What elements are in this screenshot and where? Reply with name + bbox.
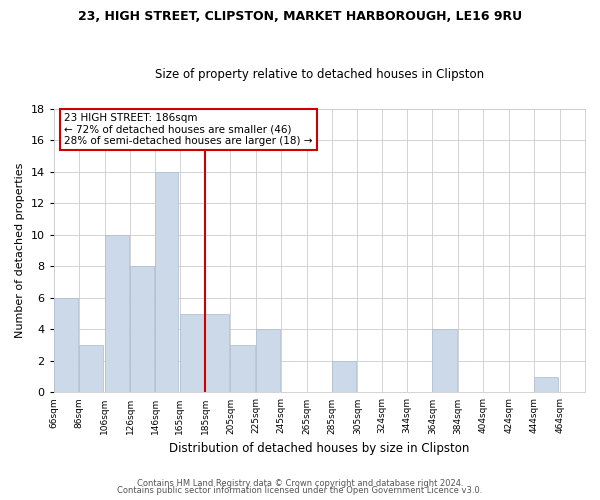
X-axis label: Distribution of detached houses by size in Clipston: Distribution of detached houses by size … — [169, 442, 470, 455]
Bar — [104, 234, 128, 392]
Bar — [332, 361, 356, 392]
Bar — [155, 172, 178, 392]
Text: Contains HM Land Registry data © Crown copyright and database right 2024.: Contains HM Land Registry data © Crown c… — [137, 478, 463, 488]
Y-axis label: Number of detached properties: Number of detached properties — [15, 163, 25, 338]
Bar — [179, 314, 203, 392]
Bar — [54, 298, 78, 392]
Bar — [79, 345, 103, 393]
Bar — [433, 330, 457, 392]
Bar — [205, 314, 229, 392]
Bar — [130, 266, 154, 392]
Title: Size of property relative to detached houses in Clipston: Size of property relative to detached ho… — [155, 68, 484, 81]
Text: 23, HIGH STREET, CLIPSTON, MARKET HARBOROUGH, LE16 9RU: 23, HIGH STREET, CLIPSTON, MARKET HARBOR… — [78, 10, 522, 23]
Text: 23 HIGH STREET: 186sqm
← 72% of detached houses are smaller (46)
28% of semi-det: 23 HIGH STREET: 186sqm ← 72% of detached… — [64, 113, 313, 146]
Bar — [256, 330, 280, 392]
Bar — [230, 345, 254, 393]
Bar — [534, 376, 559, 392]
Text: Contains public sector information licensed under the Open Government Licence v3: Contains public sector information licen… — [118, 486, 482, 495]
